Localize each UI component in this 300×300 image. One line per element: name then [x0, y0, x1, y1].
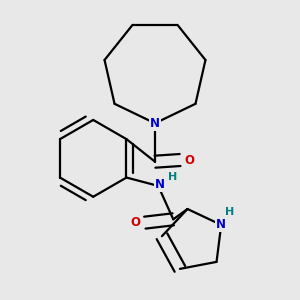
- Text: H: H: [225, 207, 234, 217]
- Text: H: H: [168, 172, 177, 182]
- Text: N: N: [216, 218, 226, 231]
- Text: O: O: [130, 216, 140, 229]
- Text: N: N: [155, 178, 165, 191]
- Text: O: O: [184, 154, 194, 166]
- Text: N: N: [150, 117, 160, 130]
